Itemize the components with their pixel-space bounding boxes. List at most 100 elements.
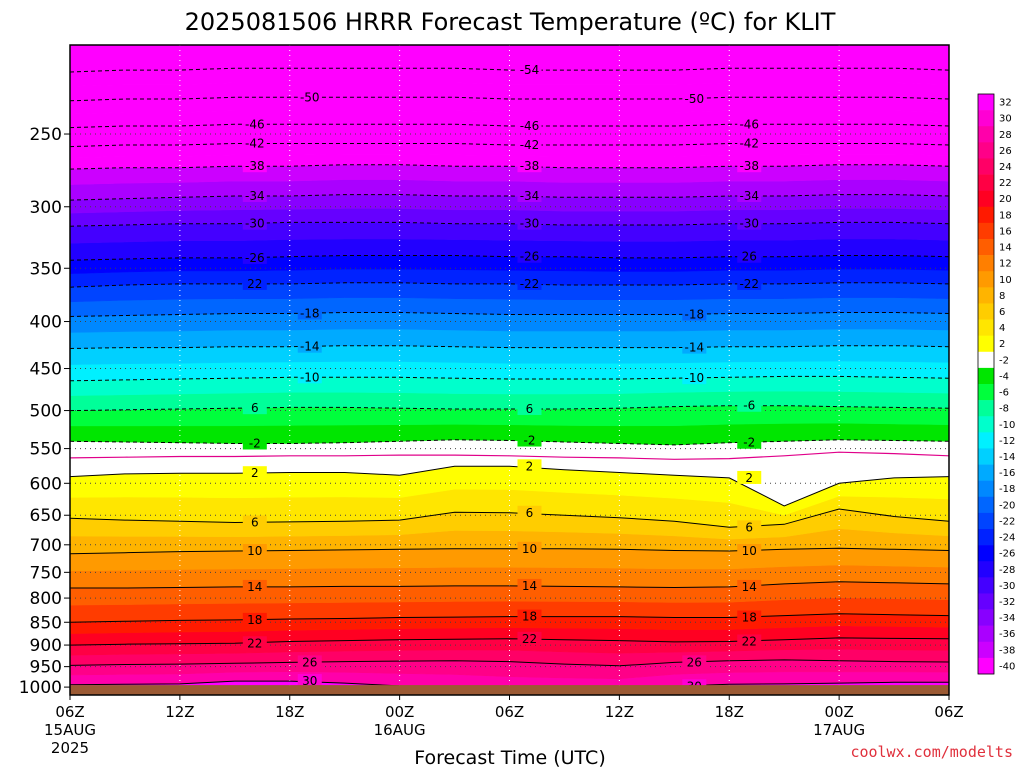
colorbar-label: -8	[999, 404, 1009, 415]
isotherm-line	[70, 659, 949, 667]
isotherm-label: 6	[251, 516, 259, 530]
isotherm-label-bg	[737, 520, 762, 534]
colorbar-swatch	[978, 448, 994, 465]
isotherm-label: -42	[739, 136, 759, 150]
colorbar-swatch	[978, 432, 994, 449]
x-tick-label: 06Z	[55, 703, 84, 721]
colorbar-frame	[977, 93, 995, 675]
isotherm-line	[70, 637, 949, 646]
isotherm-label: 10	[247, 544, 262, 558]
isotherm-label-bg	[297, 655, 322, 669]
colorbar-swatch	[978, 480, 994, 498]
colorbar-label: 18	[999, 210, 1012, 221]
y-tick-label: 300	[30, 198, 62, 218]
x-tick-label: 12Z	[605, 703, 634, 721]
isotherm-label-bg	[517, 505, 542, 519]
isotherm-label: 14	[522, 579, 537, 593]
colorbar-label: 22	[999, 178, 1012, 189]
x-tick-date: 16AUG	[374, 721, 426, 739]
isotherm-label: -2	[524, 434, 536, 448]
colorbar-label: 28	[999, 130, 1012, 141]
isotherm-label-bg	[737, 544, 762, 558]
isotherm-label: -38	[520, 159, 540, 173]
isotherm-label: -6	[743, 399, 755, 413]
colorbar-swatch	[978, 110, 994, 127]
isotherm-label-bg	[517, 216, 542, 230]
isotherm-label-bg	[517, 188, 542, 202]
colorbar-swatch	[978, 303, 994, 320]
colorbar-label: 30	[999, 114, 1012, 125]
colorbar-label: 6	[999, 307, 1005, 318]
isotherm-label: -42	[520, 138, 540, 152]
x-tick-label: 00Z	[824, 703, 853, 721]
x-tick-label: 06Z	[934, 703, 963, 721]
isotherm-label-bg	[242, 466, 267, 480]
colorbar-label: -28	[999, 565, 1015, 576]
isotherm-label: -46	[520, 119, 540, 133]
isotherm-label-bg	[737, 188, 762, 202]
colorbar-swatch	[978, 641, 994, 659]
isotherm-label-bg	[242, 401, 267, 415]
isotherm-label-bg	[737, 610, 762, 624]
colorbar-swatch	[978, 94, 994, 111]
isotherm-label: -30	[520, 217, 540, 231]
isotherm-line	[70, 508, 949, 528]
colorbar-swatch	[978, 351, 994, 369]
y-tick-label: 1000	[19, 678, 62, 698]
isotherm-label: -26	[520, 250, 540, 264]
isotherm-label: -18	[300, 306, 320, 320]
colorbar-label: 24	[999, 162, 1012, 173]
colorbar-label: 8	[999, 291, 1005, 302]
x-tick-label: 00Z	[385, 703, 414, 721]
colorbar-swatch	[978, 577, 994, 594]
isotherm-label-bg	[242, 159, 267, 173]
isotherm-label-bg	[242, 276, 267, 290]
y-tick-label: 600	[30, 474, 62, 494]
colorbar-label: 10	[999, 275, 1012, 286]
isotherm-label-bg	[737, 276, 762, 290]
colorbar-swatch	[978, 529, 994, 546]
isotherm-label-bg	[517, 276, 542, 290]
colorbar-swatch	[978, 512, 994, 530]
isotherm-label-bg	[517, 578, 542, 592]
colorbar-label: -34	[999, 613, 1015, 624]
isotherm-label: 2	[745, 471, 753, 485]
x-tick-label: 12Z	[165, 703, 194, 721]
isotherm-label-bg	[737, 249, 762, 263]
colorbar-label: -38	[999, 645, 1015, 656]
isotherm-label-bg	[682, 92, 707, 106]
colorbar-swatch	[978, 367, 994, 385]
isotherm-label: 2	[526, 459, 534, 473]
isotherm-label-bg	[517, 609, 542, 623]
colorbar-swatch	[978, 416, 994, 433]
credit-link[interactable]: coolwx.com/modelts	[850, 743, 1013, 761]
y-tick-label: 800	[30, 589, 62, 609]
isotherm-label-bg	[682, 371, 707, 385]
colorbar-swatch	[978, 384, 994, 401]
y-tick-label: 350	[30, 259, 62, 279]
colorbar-label: 16	[999, 226, 1012, 237]
isotherm-label-bg	[682, 655, 707, 669]
colorbar-swatch	[978, 625, 994, 643]
colorbar-swatch	[978, 400, 994, 417]
y-tick-label: 250	[30, 125, 62, 145]
colorbar-swatch	[978, 609, 994, 626]
isotherm-label: 2	[251, 466, 259, 480]
colorbar-label: -4	[999, 371, 1009, 382]
isotherm-label-bg	[242, 136, 267, 150]
isotherm-label-bg	[242, 544, 267, 558]
isotherm-label: -14	[300, 340, 320, 354]
x-tick-year: 2025	[51, 739, 89, 757]
colorbar: 32 30 28 26 24 22 20 18 16 14 12 10 8 6 4 2 -2 -4 -6 -8 -10 -…	[977, 93, 1015, 675]
colorbar-swatch	[978, 174, 994, 191]
isotherm-label-bg	[737, 159, 762, 173]
isotherm-label-bg	[242, 216, 267, 230]
isotherm-label-bg	[737, 398, 762, 412]
isotherm-label-bg	[242, 250, 267, 264]
isotherm-label-bg	[242, 117, 267, 131]
isotherm-label: 22	[247, 277, 262, 291]
colorbar-swatch	[978, 206, 994, 224]
colorbar-label: -20	[999, 500, 1015, 511]
colorbar-swatch	[978, 561, 994, 578]
